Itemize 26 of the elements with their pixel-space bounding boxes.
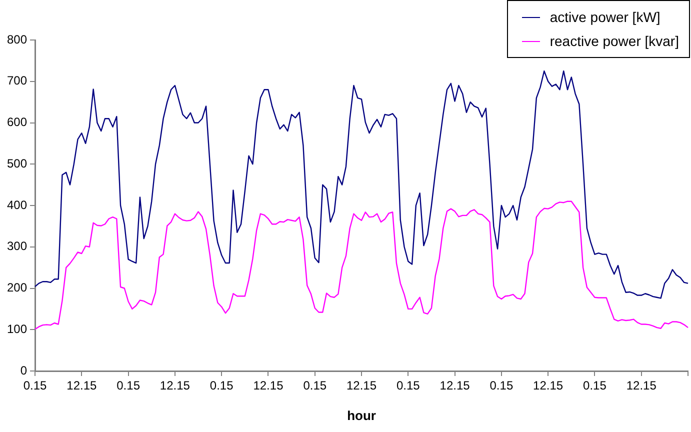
x-axis-title: hour bbox=[347, 408, 376, 423]
y-tick-label: 0 bbox=[20, 363, 28, 378]
x-tick-label: 0.15 bbox=[490, 378, 514, 393]
x-tick-label: 0.15 bbox=[116, 378, 140, 393]
y-tick-label: 100 bbox=[6, 322, 28, 336]
x-tick-label: 0.15 bbox=[396, 378, 420, 393]
y-tick-label: 800 bbox=[6, 32, 28, 46]
x-tick-label: 0.15 bbox=[303, 378, 327, 393]
x-tick-label: 12.15 bbox=[626, 378, 657, 393]
x-tick-label: 12.15 bbox=[66, 378, 98, 393]
x-tick-label: 0.15 bbox=[583, 378, 607, 393]
y-tick-label: 300 bbox=[6, 239, 28, 254]
x-tick-label: 12.15 bbox=[440, 378, 470, 393]
y-tick-label: 500 bbox=[6, 156, 28, 170]
y-tick-label: 600 bbox=[6, 115, 28, 130]
x-tick-label: 12.15 bbox=[160, 378, 190, 393]
y-tick-label: 400 bbox=[6, 198, 28, 212]
legend-label: reactive power [kvar] bbox=[550, 33, 679, 49]
x-tick-label: 0.15 bbox=[23, 378, 48, 393]
x-tick-label: 12.15 bbox=[346, 378, 377, 393]
y-tick-label: 700 bbox=[6, 74, 28, 88]
legend-label: active power [kW] bbox=[550, 9, 660, 25]
y-tick-label: 200 bbox=[6, 280, 28, 295]
x-tick-label: 0.15 bbox=[210, 378, 234, 393]
x-tick-label: 12.15 bbox=[533, 378, 564, 393]
x-tick-label: 12.15 bbox=[253, 378, 284, 393]
